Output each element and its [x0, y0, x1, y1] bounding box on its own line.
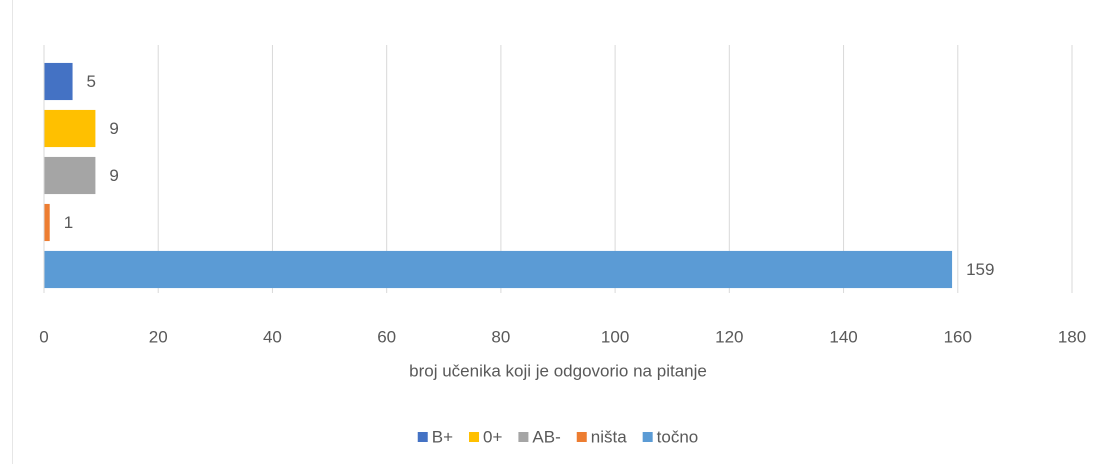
- data-label: 5: [87, 72, 96, 91]
- legend-label: ništa: [591, 427, 627, 446]
- data-label: 9: [109, 119, 118, 138]
- legend-label: točno: [657, 427, 699, 446]
- legend-label: 0+: [483, 427, 502, 446]
- x-tick-label: 40: [263, 327, 282, 346]
- x-tick-label: 180: [1058, 327, 1086, 346]
- x-axis-title: broj učenika koji je odgovorio na pitanj…: [409, 361, 707, 380]
- x-tick-label: 20: [149, 327, 168, 346]
- bar: [44, 62, 73, 101]
- data-label: 9: [109, 166, 118, 185]
- legend-swatch: [576, 432, 587, 442]
- x-tick-label: 120: [715, 327, 743, 346]
- bar: [44, 250, 953, 289]
- data-label: 1: [64, 213, 73, 232]
- bar: [44, 203, 50, 242]
- x-tick-label: 100: [601, 327, 629, 346]
- x-tick-label: 140: [829, 327, 857, 346]
- x-tick-label: 0: [39, 327, 48, 346]
- legend-swatch: [417, 432, 428, 442]
- legend-swatch: [518, 432, 529, 442]
- legend-swatch: [469, 432, 480, 442]
- x-tick-label: 80: [491, 327, 510, 346]
- data-label: 159: [966, 260, 994, 279]
- x-tick-label: 60: [377, 327, 396, 346]
- legend-swatch: [642, 432, 653, 442]
- bar: [44, 109, 96, 148]
- x-tick-label: 160: [944, 327, 972, 346]
- bar: [44, 156, 96, 195]
- legend-label: B+: [432, 427, 453, 446]
- legend-label: AB-: [532, 427, 560, 446]
